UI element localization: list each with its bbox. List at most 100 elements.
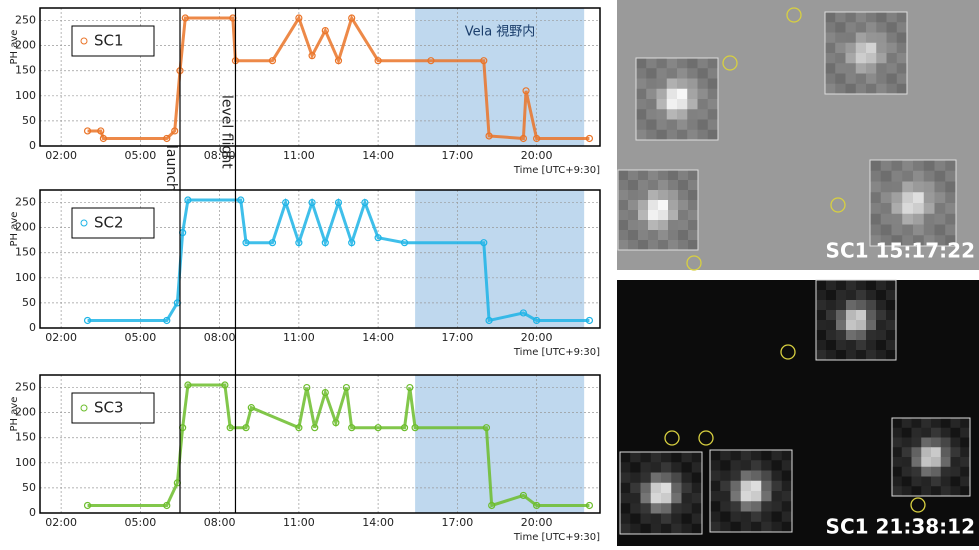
pixel [881, 192, 892, 203]
pixel [835, 22, 846, 33]
pixel [876, 280, 886, 290]
pixel [782, 460, 793, 471]
pixel [876, 63, 887, 74]
pixel [866, 22, 877, 33]
pixel [667, 58, 678, 69]
pixel [731, 450, 742, 461]
pixel [886, 350, 896, 360]
star-inset [618, 170, 698, 250]
pixel [913, 203, 924, 214]
pixel [826, 290, 836, 300]
pixel [678, 170, 688, 180]
pixel [708, 120, 719, 131]
pixel [678, 240, 688, 250]
pixel [951, 486, 961, 496]
pixel [887, 12, 898, 23]
pixel [731, 481, 742, 492]
pixel [678, 200, 688, 210]
pixel [671, 493, 682, 504]
pixel [816, 310, 826, 320]
pixel [661, 493, 672, 504]
pixel [698, 79, 709, 90]
pixel [646, 120, 657, 131]
pixel [671, 452, 682, 463]
pixel [761, 512, 772, 523]
pixel [638, 240, 648, 250]
pixel [892, 225, 903, 236]
y-tick-label: 150 [15, 246, 36, 259]
pixel [846, 300, 856, 310]
pixel [856, 63, 867, 74]
pixel [887, 43, 898, 54]
pixel [646, 68, 657, 79]
pixel [876, 53, 887, 64]
pixel [816, 350, 826, 360]
y-tick-label: 100 [15, 271, 36, 284]
pixel [960, 447, 970, 457]
pixel [921, 447, 931, 457]
pixel [941, 477, 951, 487]
pixel [688, 220, 698, 230]
pixel [835, 84, 846, 95]
pixel [720, 460, 731, 471]
pixel [951, 438, 961, 448]
pixel [651, 462, 662, 473]
pixel [892, 171, 903, 182]
pixel [658, 220, 668, 230]
pixel [628, 180, 638, 190]
pixel [866, 33, 877, 44]
pixel [671, 524, 682, 535]
pixel [708, 109, 719, 120]
pixel [667, 79, 678, 90]
pixel [751, 450, 762, 461]
pixel [698, 99, 709, 110]
pixel [641, 514, 652, 525]
pixel [782, 450, 793, 461]
pixel [835, 33, 846, 44]
pixel [667, 120, 678, 131]
pixel [687, 89, 698, 100]
pixel [825, 22, 836, 33]
pixel [816, 330, 826, 340]
pixel [931, 438, 941, 448]
pixel [887, 74, 898, 85]
pixel [835, 53, 846, 64]
pixel [641, 503, 652, 514]
pixel [931, 428, 941, 438]
pixel [688, 190, 698, 200]
pixel [846, 53, 857, 64]
y-tick-label: 250 [15, 196, 36, 209]
pixel [651, 473, 662, 484]
pixel [651, 452, 662, 463]
pixel [924, 203, 935, 214]
pixel [687, 130, 698, 141]
x-tick-label: 05:00 [125, 149, 157, 162]
pixel [892, 477, 902, 487]
pixel [620, 514, 631, 525]
x-tick-label: 14:00 [362, 516, 394, 529]
event-label: level flight [218, 95, 234, 169]
pixel [782, 522, 793, 533]
pixel [912, 457, 922, 467]
pixel [835, 63, 846, 74]
pixel [698, 130, 709, 141]
y-tick-label: 50 [22, 296, 36, 309]
pixel [731, 512, 742, 523]
pixel [902, 171, 913, 182]
pixel [866, 53, 877, 64]
pixel [628, 240, 638, 250]
x-tick-label: 17:00 [442, 516, 474, 529]
pixel [876, 290, 886, 300]
star-inset [825, 12, 907, 94]
x-tick-label: 17:00 [442, 149, 474, 162]
pixel [761, 460, 772, 471]
star-inset [636, 58, 718, 140]
pixel [618, 240, 628, 250]
pixel [897, 22, 908, 33]
pixel [677, 89, 688, 100]
pixel [941, 457, 951, 467]
pixel [638, 220, 648, 230]
pixel [618, 190, 628, 200]
pixel [886, 340, 896, 350]
pixel [720, 501, 731, 512]
